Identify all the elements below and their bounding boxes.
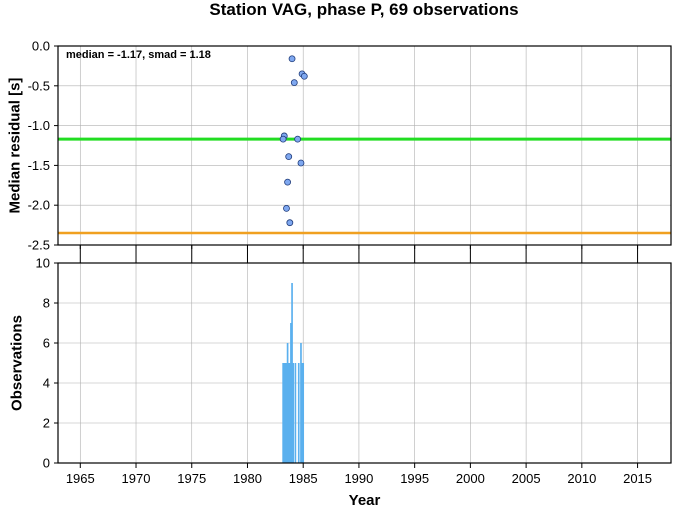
x-tick-label: 1965 (66, 471, 95, 486)
observations-y-axis-label: Observations (8, 315, 25, 411)
observations-grid (58, 262, 671, 464)
x-tick-label: 1985 (289, 471, 318, 486)
y-tick-label: 8 (43, 296, 50, 311)
x-tick-label: 2000 (456, 471, 485, 486)
residual-grid (58, 45, 671, 246)
residual-y-ticks: 0.0 -0.5 -1.0 -1.5 -2.0 -2.5 (28, 39, 58, 253)
observations-frame (57, 262, 672, 464)
observations-panel: 0 2 4 6 8 10 1965 1970 1975 1980 1985 1990 1995 2000… (8, 245, 672, 509)
x-tick-label: 1980 (233, 471, 262, 486)
residual-point (279, 135, 287, 143)
y-tick-label: -1.0 (28, 118, 50, 133)
observation-bar (284, 363, 287, 463)
observation-bar (285, 363, 288, 463)
observation-bar (290, 323, 292, 463)
x-tick-label: 1970 (122, 471, 151, 486)
y-tick-label: 6 (43, 336, 50, 351)
median-annotation: median = -1.17, smad = 1.18 (66, 49, 211, 61)
residual-point (286, 219, 294, 227)
observation-bar (300, 343, 302, 463)
y-tick-label: 0 (43, 456, 50, 471)
y-tick-label: 0.0 (32, 39, 50, 54)
residual-point (294, 135, 302, 143)
residual-point (288, 55, 296, 63)
y-tick-label: 10 (36, 256, 50, 271)
x-tick-label: 2010 (567, 471, 596, 486)
residual-point (283, 204, 290, 212)
x-tick-label: 1990 (344, 471, 373, 486)
residual-y-axis-label: Median residual [s] (6, 78, 23, 214)
y-tick-label: 4 (43, 376, 50, 391)
observation-bars (282, 283, 305, 463)
residual-point (297, 159, 305, 167)
observation-bar (302, 363, 305, 463)
observation-bar (301, 363, 303, 463)
observation-bar (291, 283, 293, 463)
observation-bar (287, 363, 290, 463)
observations-y-ticks: 0 2 4 6 8 10 (36, 256, 58, 471)
y-tick-label: -0.5 (28, 78, 50, 93)
observation-bar (292, 363, 295, 463)
residual-point (285, 153, 293, 161)
residual-frame (57, 45, 672, 246)
residual-point (284, 178, 291, 186)
x-tick-label: 1995 (400, 471, 429, 486)
y-tick-label: -1.5 (28, 158, 50, 173)
residual-point (300, 72, 308, 80)
x-tick-label: 2015 (623, 471, 652, 486)
observations-x-ticks: 1965 1970 1975 1980 1985 1990 1995 2000 2005 2010… (66, 245, 652, 486)
x-tick-label: 1975 (177, 471, 206, 486)
observation-bar (294, 363, 297, 463)
observation-bar (297, 363, 300, 463)
observation-bar (286, 343, 289, 463)
chart-title: Station VAG, phase P, 69 observations (209, 0, 518, 19)
observation-bar (288, 363, 291, 463)
observation-bar (283, 363, 286, 463)
x-tick-label: 2005 (512, 471, 541, 486)
y-tick-label: -2.0 (28, 198, 50, 213)
x-axis-label: Year (349, 492, 381, 509)
residual-points (279, 55, 308, 227)
residual-panel: 0.0 -0.5 -1.0 -1.5 -2.0 -2.5 median = -1.17, … (6, 39, 672, 253)
y-tick-label: 2 (43, 416, 50, 431)
residual-point (290, 79, 298, 87)
observation-bar (282, 363, 284, 463)
y-tick-label: -2.5 (28, 238, 50, 253)
